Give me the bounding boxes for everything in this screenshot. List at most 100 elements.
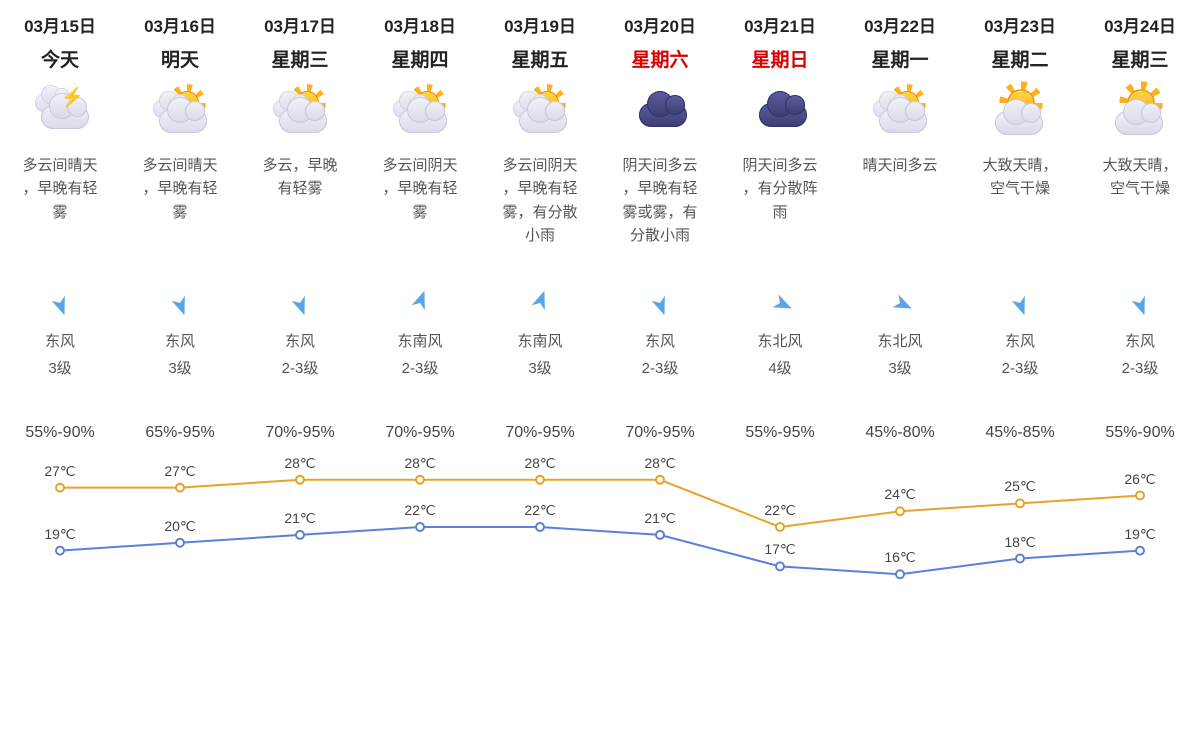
dow-label: 星期六 — [631, 45, 688, 72]
wind-direction: 东风 — [45, 330, 75, 351]
wind-level: 4级 — [768, 357, 791, 378]
dow-label: 星期五 — [511, 45, 568, 72]
low-temp-label: 20℃ — [164, 518, 195, 535]
wind-level: 2-3级 — [1002, 357, 1039, 378]
weather-desc: 多云间晴天，早晚有轻雾 — [140, 154, 219, 280]
date-label: 03月21日 — [744, 12, 816, 37]
high-temp-label: 25℃ — [1004, 478, 1035, 495]
weather-icon — [145, 84, 215, 144]
wind-arrow-icon — [163, 286, 197, 320]
wind-level: 3级 — [528, 357, 551, 378]
humidity-label: 70%-95% — [600, 424, 720, 442]
weather-desc: 多云间阴天，早晚有轻雾 — [380, 154, 459, 280]
sun-cloud-icon — [145, 87, 215, 141]
dow-label: 星期四 — [391, 45, 448, 72]
day-column: 03月18日星期四多云间阴天，早晚有轻雾东南风2-3级 — [360, 0, 480, 378]
high-temp-label: 28℃ — [284, 455, 315, 472]
sun-cloud-big-icon — [985, 87, 1055, 141]
humidity-label: 70%-95% — [360, 424, 480, 442]
weather-desc: 大致天晴，空气干燥 — [1100, 154, 1179, 280]
weather-desc: 阴天间多云，早晚有轻雾或雾，有分散小雨 — [620, 154, 699, 280]
wind-arrow-icon — [403, 286, 437, 320]
wind-level: 2-3级 — [402, 357, 439, 378]
day-column: 03月20日星期六阴天间多云，早晚有轻雾或雾，有分散小雨东风2-3级 — [600, 0, 720, 378]
wind-level: 2-3级 — [642, 357, 679, 378]
wind-direction: 东风 — [1125, 330, 1155, 351]
date-label: 03月24日 — [1104, 12, 1176, 37]
high-temp-label: 28℃ — [524, 455, 555, 472]
weather-icon — [265, 84, 335, 144]
day-column: 03月15日今天⚡多云间晴天，早晚有轻雾东风3级 — [0, 0, 120, 378]
humidity-label: 70%-95% — [240, 424, 360, 442]
thunder-cloud-icon: ⚡ — [25, 87, 95, 141]
weather-desc: 阴天间多云，有分散阵雨 — [740, 154, 819, 280]
day-column: 03月22日星期一晴天间多云东北风3级 — [840, 0, 960, 378]
high-temp-label: 24℃ — [884, 486, 915, 503]
humidity-label: 70%-95% — [480, 424, 600, 442]
wind-arrow-icon — [1003, 286, 1037, 320]
dow-label: 星期一 — [871, 45, 928, 72]
sun-cloud-icon — [865, 87, 935, 141]
dark-cloud-icon — [745, 87, 815, 141]
weather-icon — [625, 84, 695, 144]
dow-label: 今天 — [41, 45, 79, 72]
dow-label: 星期三 — [271, 45, 328, 72]
wind-direction: 东南风 — [397, 330, 442, 351]
date-label: 03月16日 — [144, 12, 216, 37]
wind-direction: 东风 — [285, 330, 315, 351]
date-label: 03月23日 — [984, 12, 1056, 37]
wind-arrow-icon — [283, 286, 317, 320]
low-temp-label: 19℃ — [44, 526, 75, 543]
dow-label: 星期二 — [991, 45, 1048, 72]
wind-arrow-icon — [883, 286, 917, 320]
dow-label: 星期三 — [1111, 45, 1168, 72]
wind-level: 2-3级 — [282, 357, 319, 378]
weather-desc: 晴天间多云 — [860, 154, 939, 280]
wind-arrow-icon — [43, 286, 77, 320]
low-temp-label: 22℃ — [404, 502, 435, 519]
wind-arrow-icon — [1123, 286, 1157, 320]
date-label: 03月17日 — [264, 12, 336, 37]
wind-arrow-icon — [763, 286, 797, 320]
wind-direction: 东风 — [645, 330, 675, 351]
high-temp-label: 26℃ — [1124, 471, 1155, 488]
weather-desc: 多云，早晚有轻雾 — [260, 154, 339, 280]
low-temp-label: 19℃ — [1124, 526, 1155, 543]
high-temp-label: 28℃ — [404, 455, 435, 472]
dark-cloud-icon — [625, 87, 695, 141]
low-temp-label: 21℃ — [284, 510, 315, 527]
dow-label: 星期日 — [751, 45, 808, 72]
date-label: 03月19日 — [504, 12, 576, 37]
weather-icon — [385, 84, 455, 144]
humidity-label: 45%-85% — [960, 424, 1080, 442]
wind-direction: 东南风 — [517, 330, 562, 351]
weather-desc: 多云间阴天，早晚有轻雾，有分散小雨 — [500, 154, 579, 280]
low-temp-label: 17℃ — [764, 541, 795, 558]
high-temp-label: 27℃ — [164, 463, 195, 480]
humidity-row: 55%-90%65%-95%70%-95%70%-95%70%-95%70%-9… — [0, 424, 1200, 442]
day-column: 03月23日星期二大致天晴，空气干燥东风 2-3级 — [960, 0, 1080, 378]
forecast-row: 03月15日今天 ⚡ 多云间晴天，早晚有轻雾东风 3级 03月16日明天多云间晴天，早晚… — [0, 0, 1200, 378]
low-temp-label: 18℃ — [1004, 534, 1035, 551]
weather-desc: 多云间晴天，早晚有轻雾 — [20, 154, 99, 280]
high-temp-label: 22℃ — [764, 502, 795, 519]
weather-icon — [865, 84, 935, 144]
wind-arrow-icon — [643, 286, 677, 320]
weather-desc: 大致天晴，空气干燥 — [980, 154, 1059, 280]
dow-label: 明天 — [161, 45, 199, 72]
humidity-label: 65%-95% — [120, 424, 240, 442]
low-temp-label: 16℃ — [884, 549, 915, 566]
wind-level: 2-3级 — [1122, 357, 1159, 378]
weather-icon — [985, 84, 1055, 144]
temperature-chart: 27℃19℃27℃20℃28℃21℃28℃22℃28℃22℃28℃21℃22℃1… — [0, 442, 1200, 612]
wind-direction: 东风 — [165, 330, 195, 351]
wind-direction: 东风 — [1005, 330, 1035, 351]
humidity-label: 45%-80% — [840, 424, 960, 442]
date-label: 03月15日 — [24, 12, 96, 37]
weather-icon — [1105, 84, 1175, 144]
weather-icon — [745, 84, 815, 144]
day-column: 03月17日星期三多云，早晚有轻雾东风 2-3级 — [240, 0, 360, 378]
day-column: 03月16日明天多云间晴天，早晚有轻雾东风3级 — [120, 0, 240, 378]
sun-cloud-big-icon — [1105, 87, 1175, 141]
low-temp-label: 21℃ — [644, 510, 675, 527]
